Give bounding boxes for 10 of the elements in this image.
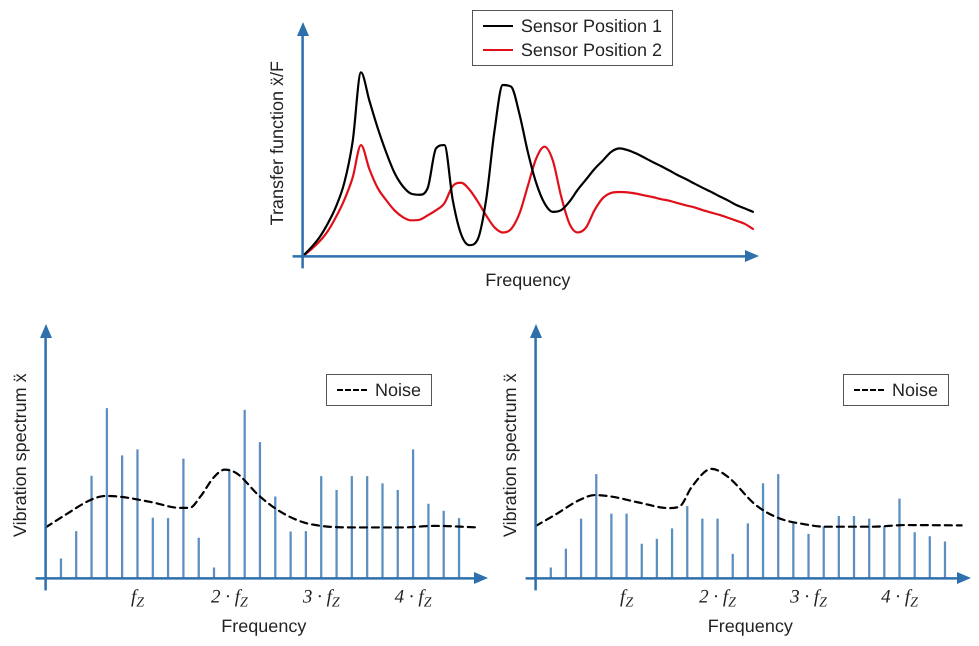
y-axis-title: Transfer function ẍ/F — [266, 61, 287, 226]
y-axis-title: Vibration spectrum ẍ — [10, 373, 30, 538]
x-axis-title: Frequency — [485, 270, 570, 290]
legend-label: Sensor Position 1 — [520, 15, 662, 38]
x-axis-title: Frequency — [708, 616, 793, 636]
legend-label: Sensor Position 2 — [520, 39, 662, 62]
x-axis-title: Frequency — [221, 616, 306, 636]
legend-label: Noise — [374, 379, 421, 402]
legend-label: Noise — [892, 379, 938, 402]
y-axis-title: Vibration spectrum ẍ — [500, 373, 520, 538]
